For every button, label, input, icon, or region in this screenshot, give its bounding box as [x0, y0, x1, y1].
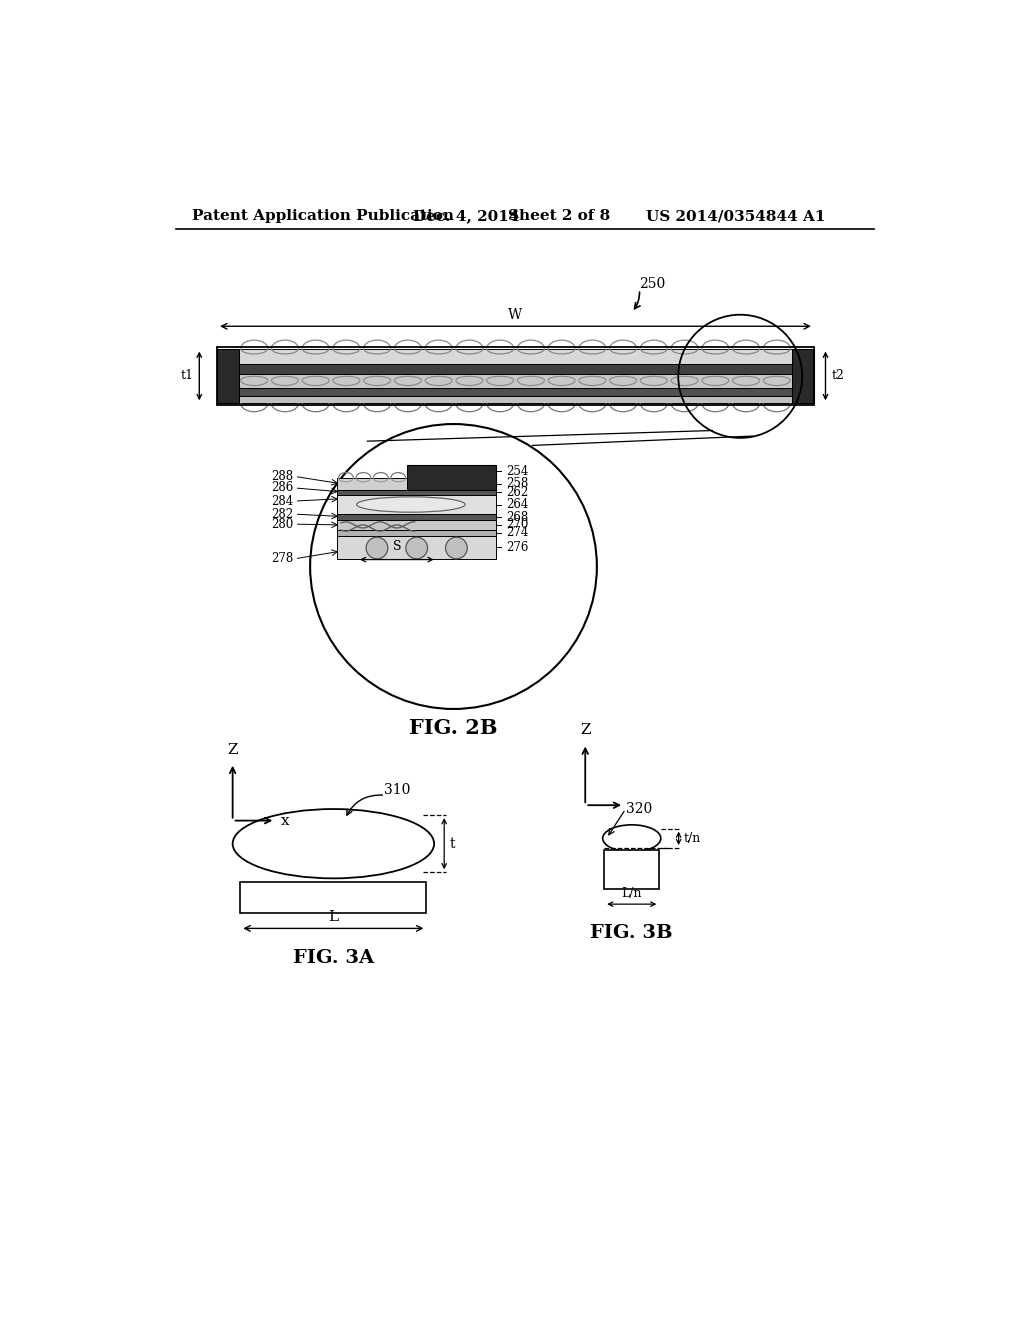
Polygon shape	[604, 850, 659, 888]
Text: x: x	[281, 813, 290, 828]
Circle shape	[406, 537, 428, 558]
Polygon shape	[337, 495, 496, 515]
Polygon shape	[407, 465, 496, 490]
Text: Sheet 2 of 8: Sheet 2 of 8	[508, 209, 610, 223]
Text: t2: t2	[831, 370, 845, 383]
Polygon shape	[337, 520, 496, 529]
Polygon shape	[793, 348, 814, 404]
Text: 264: 264	[506, 498, 528, 511]
Polygon shape	[239, 374, 793, 388]
Text: W: W	[508, 308, 522, 322]
Ellipse shape	[356, 496, 465, 512]
Polygon shape	[239, 364, 793, 374]
Polygon shape	[217, 348, 239, 404]
Text: 288: 288	[271, 470, 293, 483]
Text: 284: 284	[270, 495, 293, 508]
Text: 282: 282	[271, 508, 293, 520]
Polygon shape	[337, 529, 496, 536]
Text: 310: 310	[384, 783, 411, 797]
Polygon shape	[241, 882, 426, 913]
Text: t/n: t/n	[684, 832, 701, 845]
Text: FIG. 2B: FIG. 2B	[410, 718, 498, 738]
Polygon shape	[337, 478, 407, 490]
Text: Dec. 4, 2014: Dec. 4, 2014	[414, 209, 520, 223]
Text: Z: Z	[227, 743, 238, 756]
Ellipse shape	[603, 825, 660, 851]
Text: 254: 254	[506, 465, 528, 478]
Polygon shape	[239, 388, 793, 396]
Text: 268: 268	[506, 511, 528, 524]
Text: S: S	[392, 540, 401, 553]
Polygon shape	[337, 515, 496, 520]
Text: FIG. 3A: FIG. 3A	[293, 949, 374, 966]
Text: 270: 270	[506, 519, 528, 532]
Text: 250: 250	[640, 277, 666, 290]
Polygon shape	[239, 348, 793, 364]
Text: L: L	[329, 909, 339, 924]
Polygon shape	[239, 396, 793, 404]
Circle shape	[367, 537, 388, 558]
Text: 258: 258	[506, 478, 528, 490]
Text: t1: t1	[181, 370, 194, 383]
Text: L/n: L/n	[622, 887, 642, 899]
Text: Z: Z	[580, 723, 591, 738]
Text: 278: 278	[270, 552, 293, 565]
Text: FIG. 3B: FIG. 3B	[591, 924, 673, 942]
Text: 276: 276	[506, 541, 528, 554]
Text: US 2014/0354844 A1: US 2014/0354844 A1	[646, 209, 825, 223]
Text: Patent Application Publication: Patent Application Publication	[191, 209, 454, 223]
Ellipse shape	[232, 809, 434, 878]
Circle shape	[445, 537, 467, 558]
Polygon shape	[337, 536, 496, 558]
Text: 280: 280	[270, 517, 293, 531]
Text: 286: 286	[270, 482, 293, 495]
Polygon shape	[337, 490, 496, 495]
Text: t: t	[450, 837, 455, 850]
Text: 262: 262	[506, 486, 528, 499]
Text: 320: 320	[627, 803, 652, 816]
Text: 274: 274	[506, 527, 528, 539]
